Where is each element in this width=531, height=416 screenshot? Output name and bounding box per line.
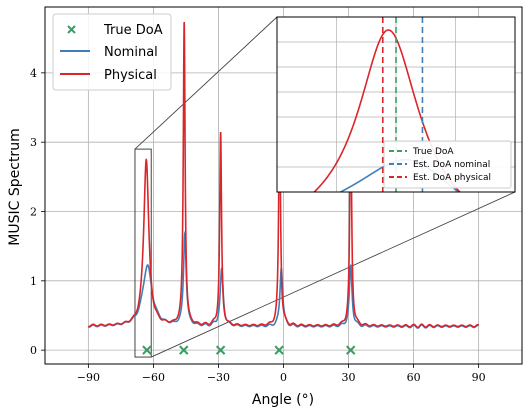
- true-doa-marker: [142, 345, 152, 355]
- inset-plot: True DoA Est. DoA nominal Est. DoA physi…: [276, 16, 516, 193]
- main-series: [88, 22, 479, 329]
- x-ticks: −90 −60 −30 0 30 60 90: [77, 364, 486, 384]
- true-doa-marker: [179, 345, 189, 355]
- inset-legend-label-true-doa: True DoA: [412, 147, 454, 157]
- legend-x-marker-icon: [67, 25, 76, 34]
- x-tick-label: 60: [407, 371, 421, 384]
- zoom-box-group: [134, 16, 516, 358]
- legend-entry-physical: Physical: [60, 68, 157, 83]
- legend-entry-true-doa: True DoA: [67, 23, 163, 38]
- x-tick-label: −60: [142, 371, 165, 384]
- y-tick-label: 4: [30, 67, 37, 80]
- legend-box: [52, 13, 172, 91]
- true-doa-marker: [215, 345, 226, 355]
- x-tick-label: 30: [342, 371, 356, 384]
- x-tick-label: −30: [207, 371, 230, 384]
- x-axis-label: Angle (°): [252, 392, 314, 408]
- true-doa-markers: [142, 345, 356, 355]
- legend-label-true-doa: True DoA: [103, 23, 163, 38]
- legend-label-nominal: Nominal: [104, 45, 158, 60]
- y-tick-label: 3: [30, 136, 37, 149]
- y-tick-label: 1: [30, 275, 37, 288]
- inset-legend-box: [383, 140, 512, 189]
- inset-frame: [276, 16, 516, 193]
- zoom-connector-top: [134, 16, 278, 150]
- legend-entry-nominal: Nominal: [60, 45, 158, 60]
- zoom-region-box: [134, 148, 152, 358]
- y-tick-label: 2: [30, 205, 37, 218]
- inset-legend-label-est-physical: Est. DoA physical: [413, 173, 491, 183]
- y-axis-label: MUSIC Spectrum: [7, 128, 23, 245]
- x-tick-label: 90: [472, 371, 486, 384]
- inset-legend-label-est-nominal: Est. DoA nominal: [413, 160, 490, 170]
- y-tick-label: 0: [30, 344, 37, 357]
- legend: True DoA Nominal Physical: [52, 13, 172, 91]
- legend-label-physical: Physical: [104, 68, 157, 83]
- inset-legend: True DoA Est. DoA nominal Est. DoA physi…: [383, 140, 512, 189]
- zoom-connector-bottom: [151, 191, 516, 358]
- x-tick-label: 0: [280, 371, 287, 384]
- series-line-physical: [88, 22, 479, 329]
- y-ticks: 0 1 2 3 4: [30, 67, 45, 357]
- true-doa-marker: [346, 345, 356, 355]
- true-doa-marker: [274, 345, 284, 355]
- x-tick-label: −90: [77, 371, 100, 384]
